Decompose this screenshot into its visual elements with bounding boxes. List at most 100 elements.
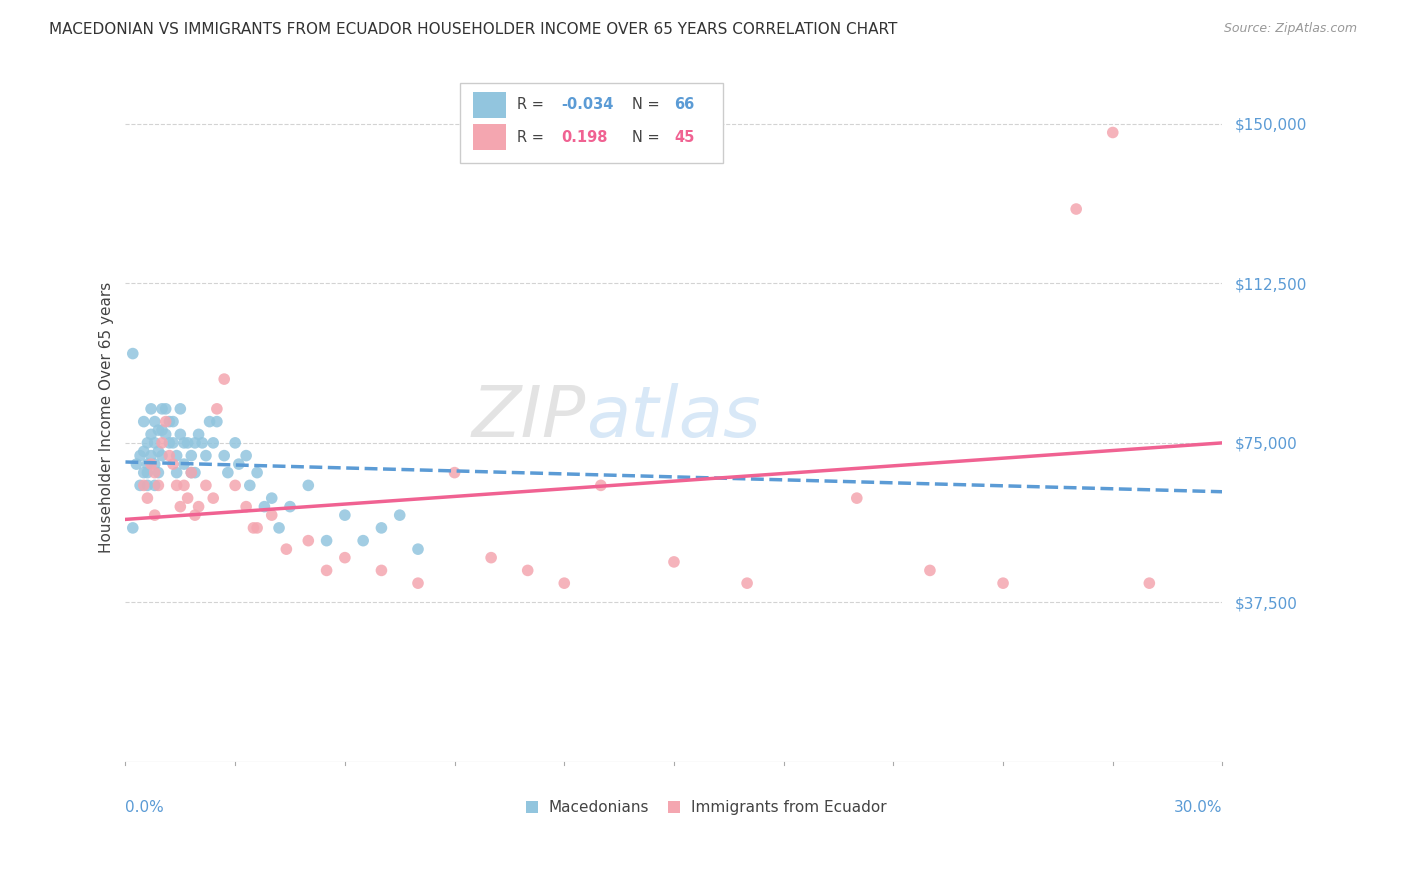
Point <box>212 449 235 463</box>
Point <box>143 508 166 523</box>
Point <box>180 466 202 480</box>
Point <box>267 521 290 535</box>
Point <box>162 415 184 429</box>
Point <box>139 449 162 463</box>
Text: Macedonians: Macedonians <box>548 800 650 814</box>
Point <box>155 415 177 429</box>
Point <box>136 491 159 505</box>
Point <box>315 533 337 548</box>
Text: Source: ZipAtlas.com: Source: ZipAtlas.com <box>1223 22 1357 36</box>
Point <box>148 466 170 480</box>
Point <box>155 427 177 442</box>
Point <box>1137 576 1160 591</box>
Point <box>157 415 180 429</box>
Point <box>157 449 180 463</box>
Point <box>187 500 209 514</box>
Point <box>136 478 159 492</box>
Text: R =: R = <box>517 129 548 145</box>
Point <box>121 346 143 360</box>
Point <box>297 478 319 492</box>
Point <box>406 542 429 557</box>
Point <box>173 457 195 471</box>
Point <box>132 444 155 458</box>
Point <box>136 457 159 471</box>
Point <box>136 435 159 450</box>
Point <box>246 521 269 535</box>
Point <box>235 500 257 514</box>
Point <box>173 435 195 450</box>
Point <box>184 466 207 480</box>
Text: 45: 45 <box>673 129 695 145</box>
Point <box>1101 126 1123 140</box>
Point <box>166 449 188 463</box>
Point <box>139 457 162 471</box>
Point <box>139 427 162 442</box>
Point <box>143 478 166 492</box>
Point <box>148 478 170 492</box>
Point <box>202 491 225 505</box>
Point <box>388 508 411 523</box>
Point <box>278 500 301 514</box>
Point <box>169 500 191 514</box>
Point <box>297 533 319 548</box>
Point <box>166 466 188 480</box>
Text: 0.198: 0.198 <box>561 129 607 145</box>
Text: ZIP: ZIP <box>472 383 586 452</box>
Point <box>143 415 166 429</box>
Point <box>212 372 235 386</box>
FancyBboxPatch shape <box>474 124 506 150</box>
Point <box>205 401 228 416</box>
Point <box>246 466 269 480</box>
Point <box>235 449 257 463</box>
Point <box>194 478 217 492</box>
Point <box>162 457 184 471</box>
Point <box>169 427 191 442</box>
Point <box>176 435 198 450</box>
Text: 30.0%: 30.0% <box>1174 799 1222 814</box>
Point <box>333 550 356 565</box>
Point <box>176 491 198 505</box>
Point <box>228 457 250 471</box>
Point <box>132 415 155 429</box>
Point <box>150 435 173 450</box>
Point <box>333 508 356 523</box>
Point <box>352 533 374 548</box>
Point <box>242 521 264 535</box>
Point <box>991 576 1014 591</box>
FancyBboxPatch shape <box>668 801 681 814</box>
Point <box>735 576 758 591</box>
Point <box>217 466 239 480</box>
FancyBboxPatch shape <box>460 83 723 162</box>
Point <box>180 466 202 480</box>
Point <box>202 435 225 450</box>
Point <box>205 415 228 429</box>
Point <box>406 576 429 591</box>
Point <box>184 508 207 523</box>
Point <box>845 491 868 505</box>
Text: Immigrants from Ecuador: Immigrants from Ecuador <box>692 800 887 814</box>
Point <box>516 563 538 577</box>
Point <box>662 555 685 569</box>
Point <box>443 466 465 480</box>
Point <box>276 542 298 557</box>
Point <box>1064 202 1087 216</box>
Text: N =: N = <box>633 97 665 112</box>
Point <box>136 466 159 480</box>
FancyBboxPatch shape <box>474 92 506 118</box>
Point <box>918 563 941 577</box>
Point <box>125 457 148 471</box>
Point <box>148 444 170 458</box>
Point <box>224 478 246 492</box>
Point <box>162 435 184 450</box>
Point <box>132 466 155 480</box>
Point <box>150 449 173 463</box>
Point <box>129 449 152 463</box>
Point <box>129 478 152 492</box>
Point <box>169 401 191 416</box>
Point <box>155 401 177 416</box>
Point <box>139 401 162 416</box>
Point <box>148 423 170 437</box>
FancyBboxPatch shape <box>526 801 537 814</box>
Point <box>239 478 262 492</box>
Point <box>260 508 283 523</box>
